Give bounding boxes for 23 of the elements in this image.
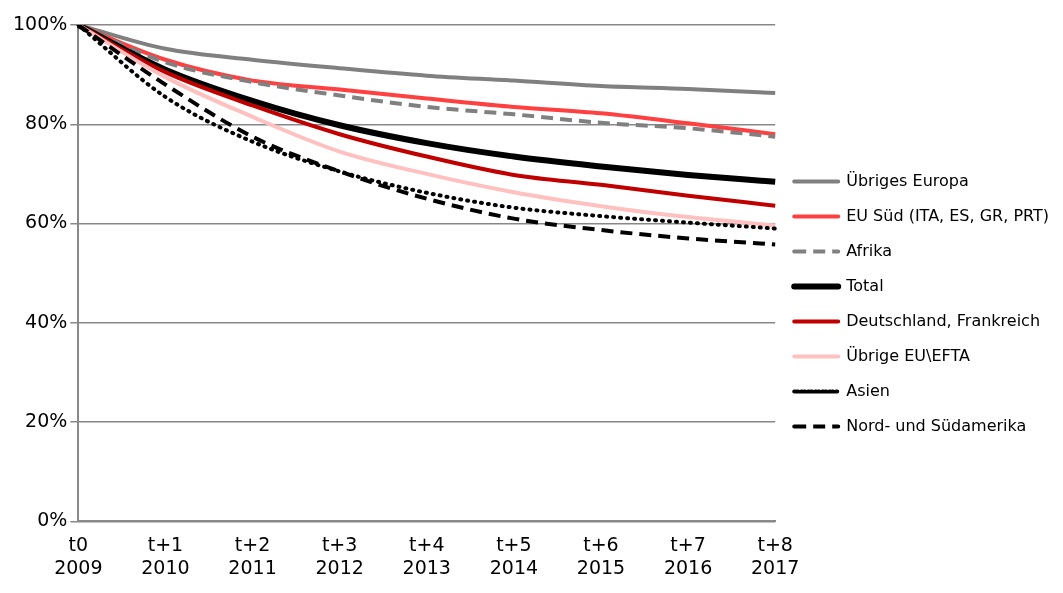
legend-label: Deutschland, Frankreich bbox=[846, 310, 1041, 330]
x-tick-label: t0 2009 bbox=[54, 532, 103, 578]
y-tick-label: 60% bbox=[25, 210, 68, 233]
x-tick-label: t+3 2012 bbox=[315, 532, 364, 578]
x-tick-label: t+6 2015 bbox=[576, 532, 626, 578]
legend-label: EU Süd (ITA, ES, GR, PRT) bbox=[846, 205, 1049, 225]
x-tick-label: t+5 2014 bbox=[489, 532, 539, 578]
legend-label: Afrika bbox=[846, 240, 893, 260]
legend-label: Asien bbox=[846, 380, 890, 400]
x-tick-label: t+7 2016 bbox=[663, 532, 713, 578]
y-tick-label: 80% bbox=[25, 111, 68, 134]
y-tick-label: 100% bbox=[12, 11, 68, 34]
legend-label: Total bbox=[845, 275, 884, 295]
y-tick-label: 20% bbox=[25, 409, 68, 432]
x-tick-label: t+8 2017 bbox=[751, 532, 800, 578]
x-tick-label: t+2 2011 bbox=[228, 532, 277, 578]
y-tick-label: 40% bbox=[25, 309, 68, 332]
x-tick-label: t+4 2013 bbox=[402, 532, 451, 578]
legend-label: Übriges Europa bbox=[846, 170, 969, 190]
x-tick-label: t+1 2010 bbox=[141, 532, 190, 578]
y-tick-label: 0% bbox=[37, 508, 68, 531]
legend-label: Nord- und Südamerika bbox=[846, 415, 1027, 435]
legend-label: Übrige EU\EFTA bbox=[846, 345, 970, 365]
